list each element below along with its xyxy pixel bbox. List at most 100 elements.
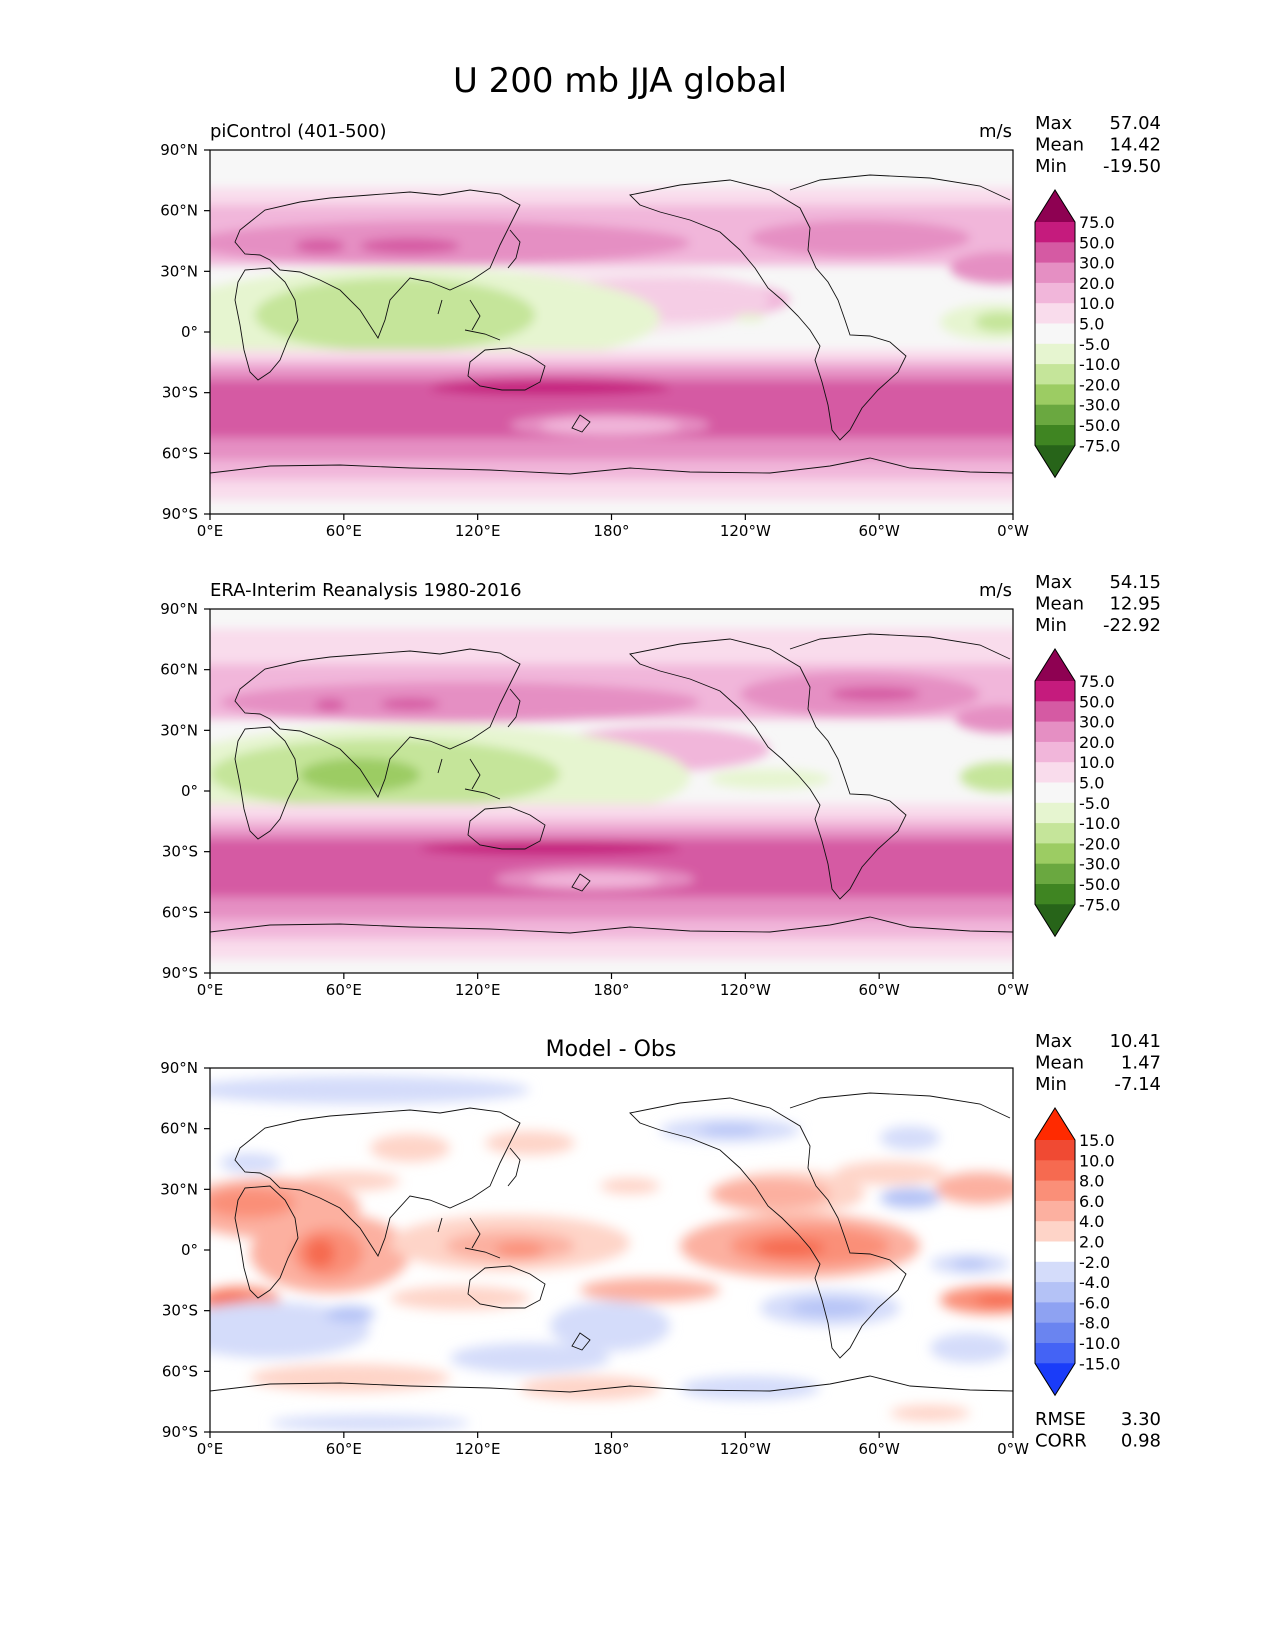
map-area: 0°E 60°E 120°E 180° 120°W 60°W 0°W 90°N 60°N 30°… (160, 600, 1029, 999)
metrics-box: RMSE 3.30 CORR 0.98 (1035, 1409, 1161, 1452)
stat-label: Mean (1035, 594, 1084, 615)
metric-label: CORR (1035, 1431, 1087, 1452)
stat-label: Max (1035, 1031, 1073, 1052)
colorbar-segment (1035, 681, 1075, 702)
stat-label: Mean (1035, 135, 1084, 156)
colorbar-tick-label: -30.0 (1079, 855, 1120, 874)
colorbar-segment (1035, 823, 1075, 844)
x-tick-label: 0°E (197, 522, 224, 540)
colorbar-segment (1035, 721, 1075, 743)
colorbar-segment (1035, 1160, 1075, 1182)
colorbar-tick-label: 5.0 (1079, 774, 1104, 793)
colorbar-segment (1035, 262, 1075, 284)
y-tick-label: 0° (181, 323, 198, 341)
x-tick-label: 180° (593, 1440, 629, 1458)
colorbar-segment (1035, 1322, 1075, 1344)
x-tick-label: 60°W (858, 522, 900, 540)
y-axis: 90°N 60°N 30°N 0° 30°S 60°S 90°S (160, 1059, 210, 1441)
colorbar-segment (1035, 1261, 1075, 1283)
stat-value: -22.92 (1103, 615, 1161, 636)
colorbar-tick-label: 4.0 (1079, 1212, 1104, 1231)
x-axis: 0°E 60°E 120°E 180° 120°W 60°W 0°W (197, 514, 1029, 540)
colorbar-segment (1035, 1140, 1075, 1161)
colorbar-tick-label: -15.0 (1079, 1354, 1120, 1373)
colorbar-segment (1035, 343, 1075, 365)
stats-box: Max 10.41 Mean 1.47 Min -7.14 (1035, 1031, 1161, 1095)
colorbar-segment (1035, 1343, 1075, 1364)
x-tick-label: 60°W (858, 981, 900, 999)
colorbar-segment (1035, 741, 1075, 763)
stat-label: Max (1035, 572, 1073, 593)
colorbar-tick-label: -4.0 (1079, 1273, 1110, 1292)
colorbar-outline (1034, 1107, 1076, 1397)
metric-label: RMSE (1035, 1409, 1086, 1430)
colorbar-segment (1035, 1200, 1075, 1222)
stat-label: Min (1035, 1074, 1067, 1095)
colorbar-segment (1035, 404, 1075, 426)
colorbar-extend-max (1035, 1108, 1075, 1140)
coastlines (210, 1092, 1013, 1393)
x-axis: 0°E 60°E 120°E 180° 120°W 60°W 0°W (197, 973, 1029, 999)
colorbar-extend-max (1035, 190, 1075, 222)
y-axis: 90°N 60°N 30°N 0° 30°S 60°S 90°S (160, 600, 210, 982)
colorbar-tick-label: 8.0 (1079, 1172, 1104, 1191)
x-tick-label: 120°W (720, 522, 771, 540)
colorbar-segment (1035, 782, 1075, 804)
colorbar-segment (1035, 303, 1075, 324)
y-tick-label: 30°N (160, 721, 198, 739)
colorbar-segment (1035, 884, 1075, 905)
colorbar-segment (1035, 323, 1075, 345)
colorbar-segment (1035, 282, 1075, 304)
coastlines (210, 174, 1013, 475)
colorbar-segment (1035, 1221, 1075, 1242)
colorbar: 75.050.0 30.020.010.0 5.0-5.0-10.0-20.0 -30… (1034, 648, 1120, 938)
map-area: 0°E 60°E 120°E 180° 120°W 60°W 0°W 90°N 60°N 30°… (160, 141, 1029, 540)
colorbar-tick-label: -5.0 (1079, 794, 1110, 813)
colorbar: 15.010.0 8.06.04.0 2.0-2.0-4.0-6.0 -8.0-10.… (1034, 1107, 1120, 1397)
colorbar-segment (1035, 222, 1075, 243)
y-tick-label: 90°S (162, 1423, 198, 1441)
x-tick-label: 180° (593, 981, 629, 999)
colorbar-segment (1035, 242, 1075, 264)
stat-label: Min (1035, 156, 1067, 177)
x-axis: 0°E 60°E 120°E 180° 120°W 60°W 0°W (197, 1432, 1029, 1458)
panel-model: piControl (401-500) m/s (160, 113, 1161, 540)
colorbar-tick-label: -6.0 (1079, 1293, 1110, 1312)
colorbar-tick-label: 20.0 (1079, 274, 1115, 293)
colorbar-tick-label: 10.0 (1079, 294, 1115, 313)
colorbar-tick-label: 50.0 (1079, 692, 1115, 711)
colorbar-tick-label: -50.0 (1079, 875, 1120, 894)
colorbar-tick-label: -10.0 (1079, 1334, 1120, 1353)
x-tick-label: 0°W (997, 1440, 1029, 1458)
contour-field (210, 1076, 1013, 1431)
colorbar-tick-label: -8.0 (1079, 1314, 1110, 1333)
y-tick-label: 0° (181, 782, 198, 800)
panel-units: m/s (979, 121, 1012, 142)
colorbar-tick-label: 10.0 (1079, 1151, 1115, 1170)
colorbar-tick-label: -10.0 (1079, 814, 1120, 833)
metric-value: 3.30 (1121, 1409, 1161, 1430)
colorbar-tick-label: 30.0 (1079, 254, 1115, 273)
colorbar-segment (1035, 1241, 1075, 1263)
colorbar-tick-label: -30.0 (1079, 396, 1120, 415)
colorbar-extend-min (1035, 445, 1075, 478)
colorbar-segment (1035, 843, 1075, 865)
colorbar: 75.050.0 30.020.010.0 5.0-5.0-10.0-20.0 -30… (1034, 189, 1120, 479)
y-tick-label: 90°S (162, 964, 198, 982)
y-tick-label: 30°N (160, 262, 198, 280)
colorbar-tick-label: 50.0 (1079, 233, 1115, 252)
y-tick-label: 60°S (162, 444, 198, 462)
x-tick-label: 120°E (455, 1440, 501, 1458)
y-tick-label: 90°N (160, 600, 198, 618)
x-tick-label: 120°E (455, 981, 501, 999)
colorbar-segment (1035, 1282, 1075, 1303)
colorbar-segment (1035, 762, 1075, 783)
x-tick-label: 120°E (455, 522, 501, 540)
colorbar-tick-label: -50.0 (1079, 416, 1120, 435)
panel-left-title: piControl (401-500) (210, 121, 386, 142)
colorbar-outline (1034, 648, 1076, 938)
x-tick-label: 60°W (858, 1440, 900, 1458)
stat-label: Max (1035, 113, 1073, 134)
x-tick-label: 0°E (197, 981, 224, 999)
y-tick-label: 90°S (162, 505, 198, 523)
